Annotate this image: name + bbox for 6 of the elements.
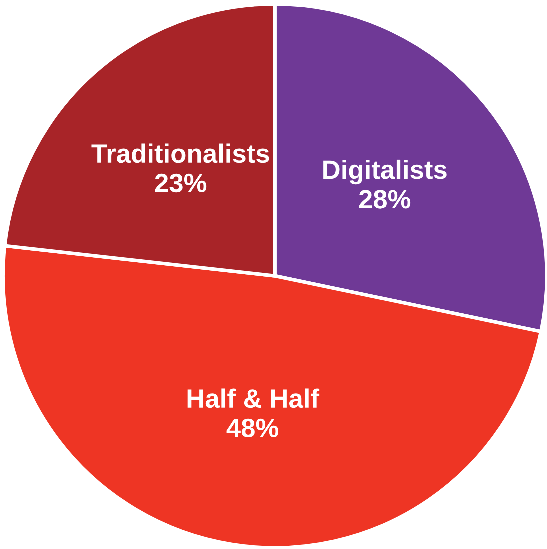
data-label: 48% — [226, 418, 279, 438]
slice-label: Digitalists — [324, 160, 447, 185]
data-label: 28% — [359, 190, 411, 209]
slice-label: Half & Half — [188, 388, 320, 408]
data-label: 23% — [155, 174, 207, 193]
slice-label: Traditionalists — [92, 144, 270, 164]
